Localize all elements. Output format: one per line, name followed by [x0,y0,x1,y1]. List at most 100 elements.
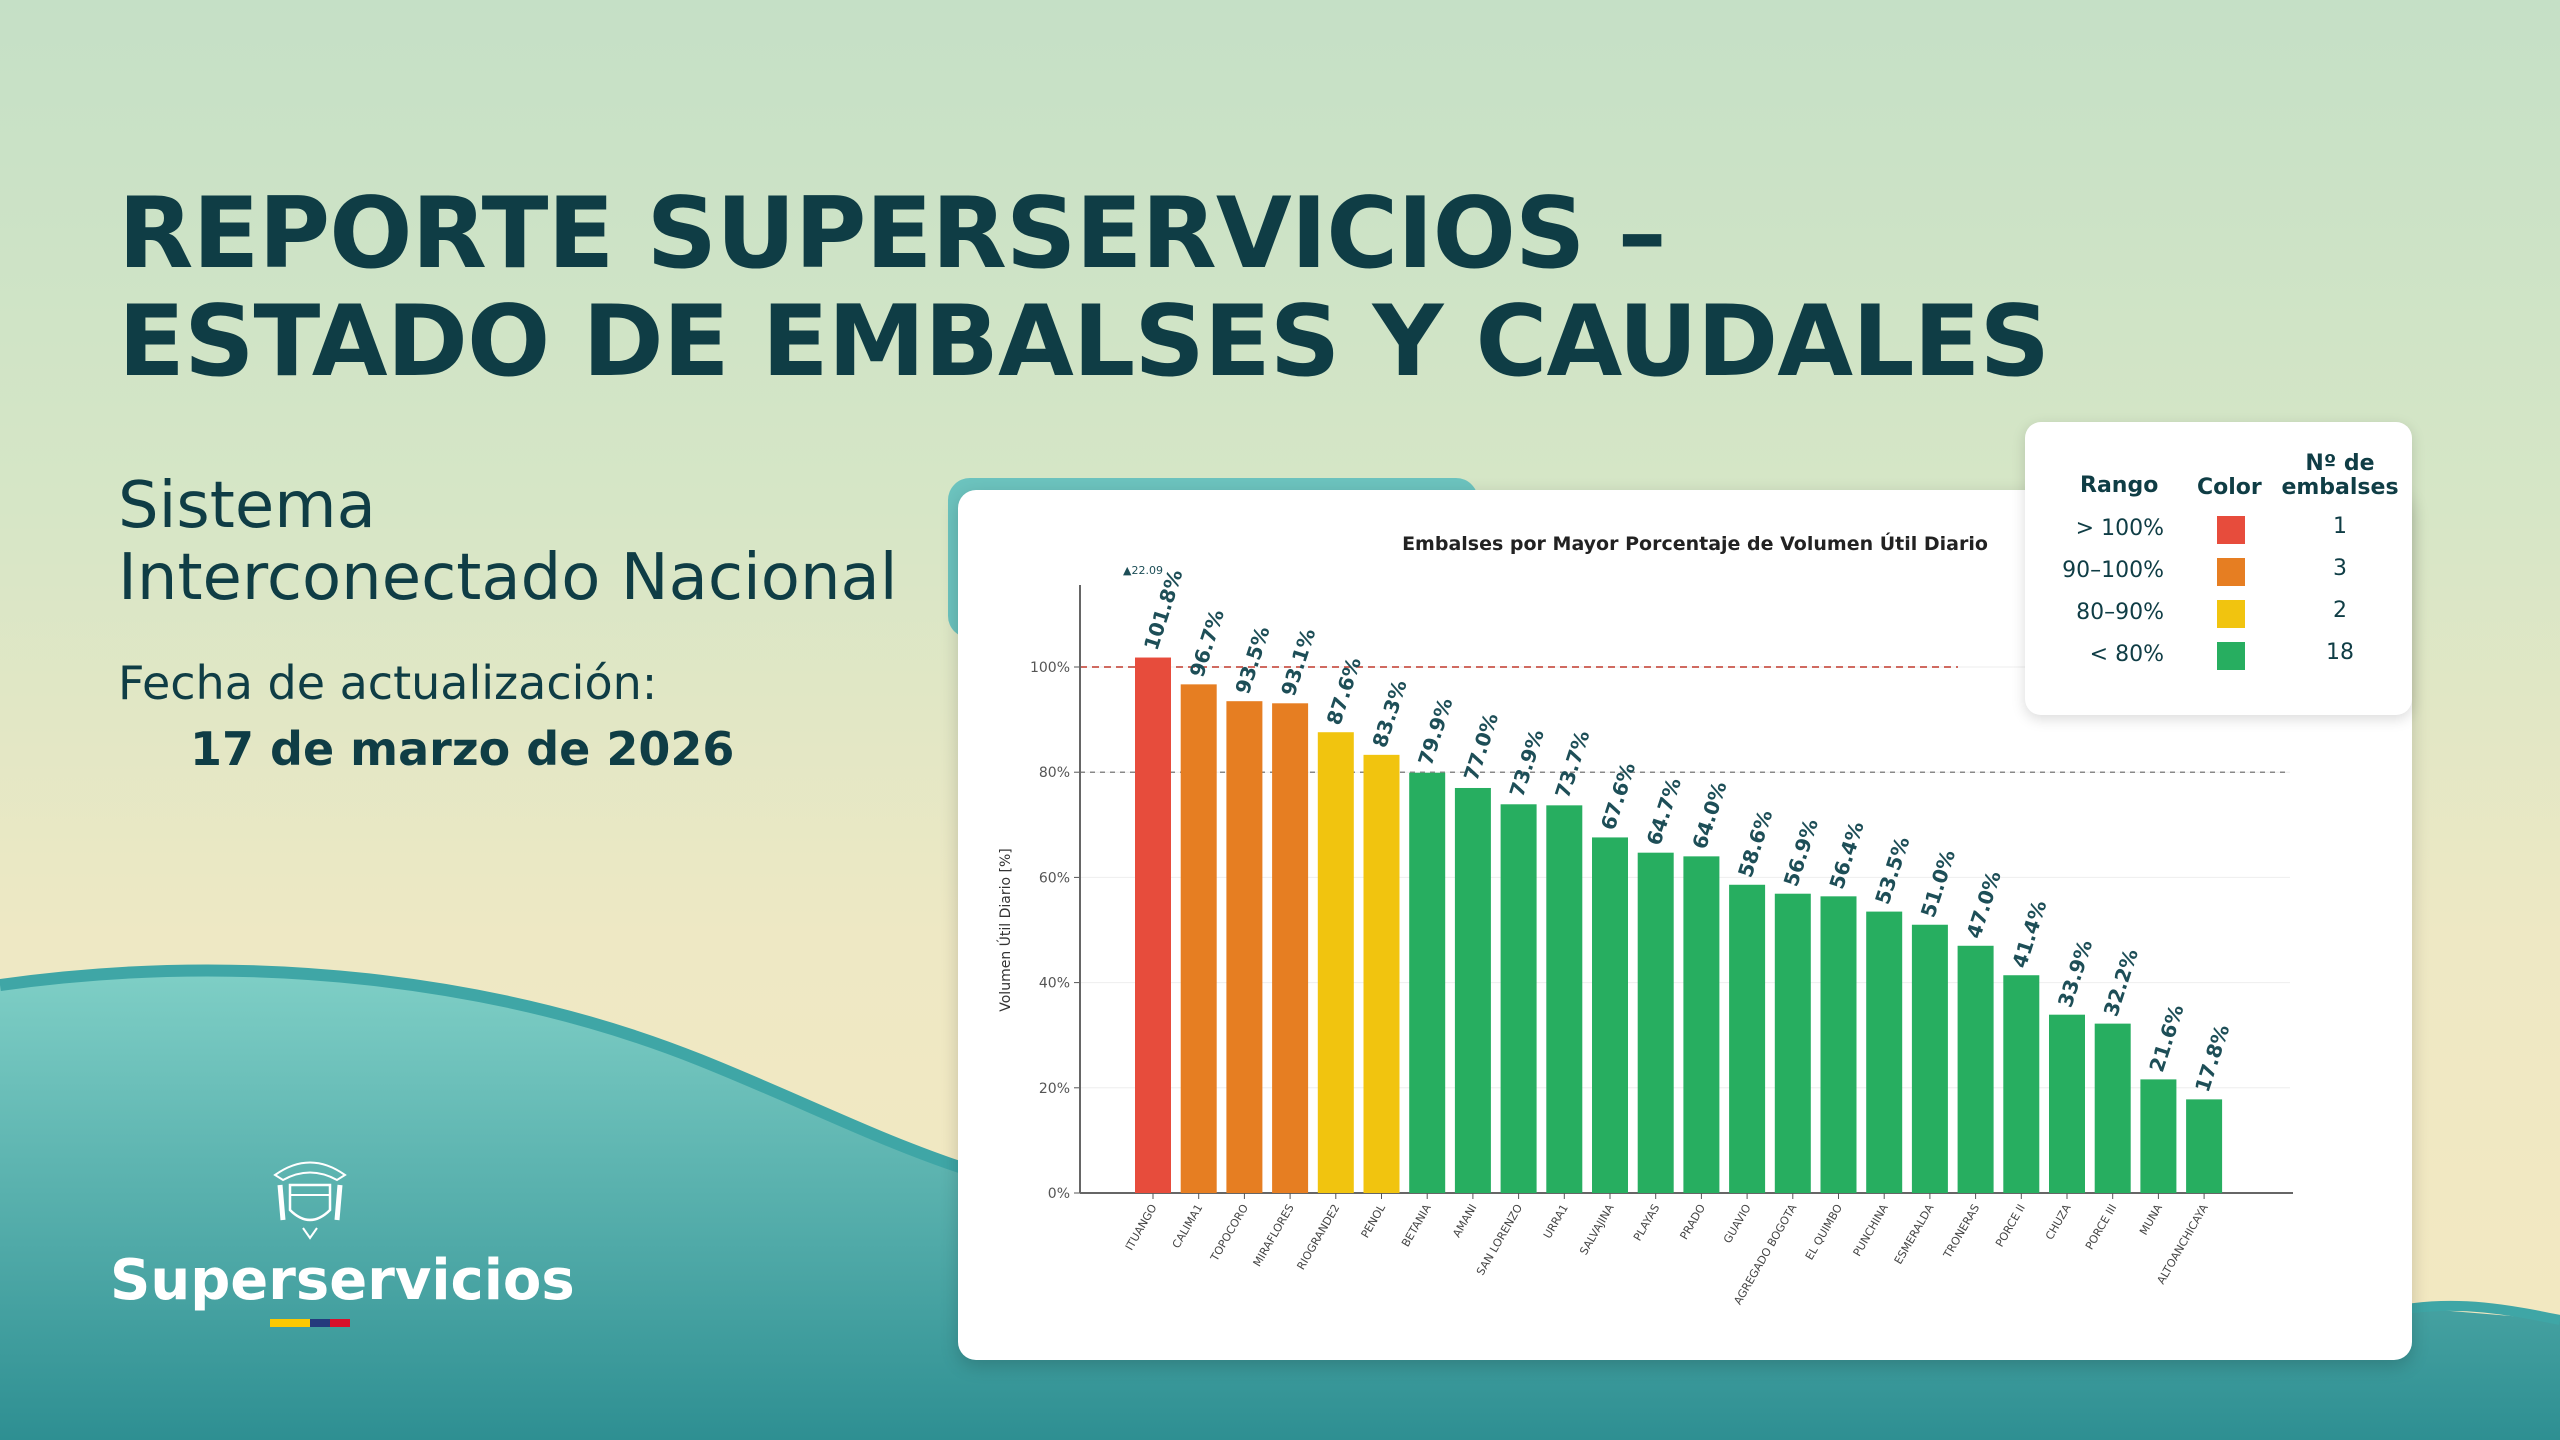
value-label: 53.5% [1870,834,1914,907]
x-tick-label: AMANI [1450,1202,1479,1240]
value-label: 17.8% [2190,1022,2234,1095]
title-line-2: ESTADO DE EMBALSES Y CAUDALES [118,285,2050,399]
bar [2186,1099,2223,1193]
legend-swatch [2217,600,2245,628]
flag-stripe [110,1319,510,1327]
count-header-line2: embalses [2281,475,2399,500]
y-tick-label: 20% [1039,1081,1070,1097]
y-axis-label: Volumen Útil Diario [%] [996,848,1014,1012]
bar-annotation: ▲22.09 [1123,564,1163,577]
x-tick-label: BETANIA [1399,1202,1434,1250]
bar [1546,805,1583,1193]
legend-swatch [2217,558,2245,586]
value-label: 73.7% [1550,727,1594,800]
x-tick-label: TOPOCORO [1208,1202,1252,1264]
y-tick-label: 0% [1048,1186,1070,1202]
legend-count: 1 [2333,514,2347,539]
value-label: 64.0% [1687,778,1731,851]
x-tick-label: PENOL [1359,1201,1389,1240]
x-tick-label: GUAVIO [1721,1202,1754,1246]
bar [1637,852,1674,1193]
x-tick-label: TRONERAS [1940,1202,1982,1261]
date-value: 17 de marzo de 2026 [190,722,735,776]
legend-range: < 80% [2089,642,2164,667]
bar [1363,754,1400,1193]
bar [2003,975,2040,1193]
value-label: 87.6% [1322,654,1366,727]
value-label: 79.9% [1413,695,1457,768]
x-tick-label: PUNCHINA [1851,1202,1891,1259]
bar [1500,804,1537,1193]
value-label: 73.9% [1505,726,1549,799]
y-tick-label: 60% [1039,870,1070,886]
value-label: 56.9% [1779,816,1823,889]
legend-range: > 100% [2075,516,2164,541]
colombia-coat-of-arms-icon [273,1161,347,1240]
legend-table: Rango Color Nº de embalses > 100% 1 90–100… [2025,422,2412,715]
legend-count: 2 [2333,598,2347,623]
legend-swatch [2217,516,2245,544]
x-tick-label: EL QUIMBO [1803,1202,1845,1263]
x-tick-label: MUNA [2137,1202,2165,1238]
bar [1911,924,1948,1193]
x-tick-label: PLAYAS [1631,1202,1662,1243]
legend-range: 90–100% [2062,558,2164,583]
legend-header-range: Rango [2080,473,2159,498]
value-label: 96.7% [1185,606,1229,679]
value-label: 33.9% [2053,937,2097,1010]
x-tick-label: CALIMA1 [1170,1202,1206,1251]
count-header-line1: Nº de [2305,451,2375,476]
value-label: 58.6% [1733,807,1777,880]
y-tick-label: 40% [1039,976,1070,992]
bar [1135,657,1171,1193]
chart-title: Embalses por Mayor Porcentaje de Volumen… [1402,531,1988,555]
x-tick-label: PORCE II [1993,1202,2028,1249]
legend-range: 80–90% [2076,600,2164,625]
bar [2140,1079,2177,1193]
bar [1454,787,1491,1193]
x-tick-label: CHUZA [2043,1202,2074,1243]
value-label: 47.0% [1962,868,2006,941]
legend-count: 18 [2326,640,2354,665]
bar [1226,701,1263,1193]
bar [1820,896,1857,1193]
bar [1866,911,1903,1193]
subtitle-line-2: Interconectado Nacional [118,541,898,615]
title-line-1: REPORTE SUPERSERVICIOS – [118,177,1667,291]
bar [2049,1014,2085,1193]
bar-chart: Embalses por Mayor Porcentaje de Volumen… [996,531,2293,1307]
value-label: 21.6% [2144,1002,2188,1075]
legend-header-count: Nº de embalses [2275,452,2405,500]
bar [1957,945,1994,1193]
value-label: 64.7% [1642,775,1686,848]
x-tick-label: ALTOANCHICAYA [2154,1202,2211,1287]
superservicios-logo: Superservicios [110,1150,575,1327]
bar [1683,856,1720,1193]
legend-count: 3 [2333,556,2347,581]
subtitle-line-1: Sistema [118,469,376,543]
value-label: 101.8% [1139,566,1188,653]
x-tick-label: ITUANGO [1123,1202,1160,1253]
x-tick-label: URRA1 [1541,1202,1571,1241]
value-label: 51.0% [1916,847,1960,920]
x-tick-label: SAN LORENZO [1474,1202,1525,1278]
y-tick-label: 100% [1030,660,1070,676]
bar [1317,732,1354,1193]
x-tick-label: RIOGRANDE2 [1294,1202,1342,1272]
page-title: REPORTE SUPERSERVICIOS – ESTADO DE EMBALS… [118,177,2050,399]
bar [2094,1023,2131,1193]
x-tick-label: ESMERALDA [1892,1202,1937,1267]
legend-swatch [2217,642,2245,670]
x-tick-label: PRADO [1677,1202,1708,1242]
legend-header-color: Color [2197,475,2262,500]
date-label: Fecha de actualización: [118,656,658,710]
value-label: 41.4% [2007,897,2051,970]
bar [1180,684,1217,1193]
bar [1729,884,1766,1193]
value-label: 93.1% [1276,625,1320,698]
value-label: 93.5% [1230,623,1274,696]
bar [1409,772,1446,1193]
value-label: 56.4% [1824,818,1868,891]
chart-card: Embalses por Mayor Porcentaje de Volumen… [958,490,2412,1360]
value-label: 83.3% [1367,677,1411,750]
